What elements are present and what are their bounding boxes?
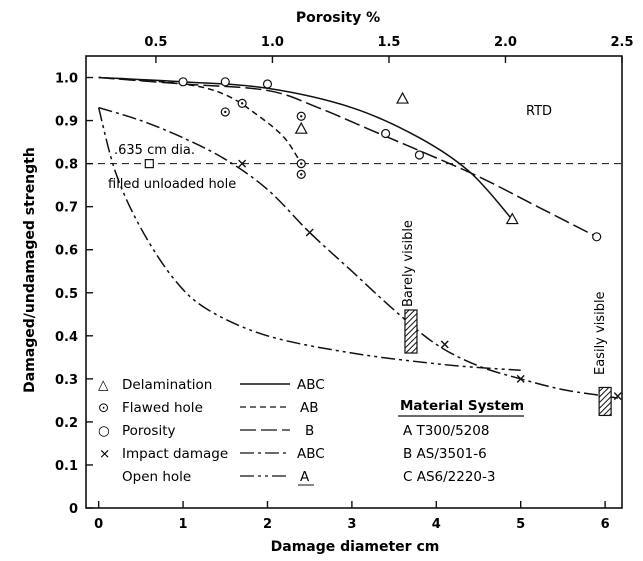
hole-label-line1: .635 cm dia. <box>114 143 195 158</box>
delamination-marker-1 <box>396 91 410 104</box>
visibility-bars <box>404 309 612 417</box>
legend-line-label-2: AB <box>300 400 319 416</box>
legend-marker-impact: × <box>99 446 110 462</box>
visibility-bar-1 <box>598 386 612 417</box>
impact-marker-3 <box>516 374 525 383</box>
axis-ticks: 0 1 2 3 4 5 6 0 0.1 0.2 0.3 0.4 0.5 0.6 0.7 0.8 0.9 1.0 0.… <box>55 35 634 532</box>
visibility-bar-0 <box>404 309 418 354</box>
legend-line-label-5: A <box>300 469 310 485</box>
material-system: Material System A T300/5208 B AS/3501-6 … <box>398 398 524 485</box>
legend: △ Delamination ABC ⊙ Flawed hole AB ○ Po… <box>98 377 325 486</box>
top-tick-label-0: 0.5 <box>144 35 167 50</box>
y-tick-label-10: 1.0 <box>55 72 78 87</box>
legend-marker-delamination: △ <box>98 377 109 393</box>
delamination-marker-0 <box>294 121 308 134</box>
flawed-hole-marker-dot-2 <box>300 115 303 118</box>
legend-label-flawed-hole: Flawed hole <box>122 400 203 416</box>
material-row-a: A T300/5208 <box>403 423 489 439</box>
hole-label-line2: filled unloaded hole <box>108 177 236 192</box>
material-row-b: B AS/3501-6 <box>403 446 487 462</box>
x-axis-title: Damage diameter cm <box>271 539 440 555</box>
porosity-marker-0 <box>178 77 188 87</box>
porosity-marker-3 <box>381 128 391 139</box>
legend-line-label-1: ABC <box>297 377 325 393</box>
curve-longdash <box>98 76 598 238</box>
y-tick-label-2: 0.2 <box>55 416 78 431</box>
x-tick-label-6: 6 <box>601 517 610 532</box>
x-tick-label-3: 3 <box>347 517 356 532</box>
curve-dashdotdot <box>97 107 521 371</box>
y-tick-label-6: 0.6 <box>55 244 78 259</box>
barely-visible-label: Barely visible <box>401 220 416 307</box>
legend-label-impact: Impact damage <box>122 446 228 462</box>
x-tick-label-0: 0 <box>94 517 103 532</box>
y-tick-label-4: 0.4 <box>55 330 78 345</box>
impact-marker-1 <box>305 228 314 237</box>
y-tick-label-0: 0 <box>69 502 78 517</box>
flawed-hole-marker-dot-0 <box>224 110 227 114</box>
impact-marker-4 <box>613 392 622 401</box>
flawed-hole-marker-dot-4 <box>300 173 303 176</box>
legend-line-label-4: ABC <box>297 446 325 462</box>
y-axis-title: Damaged/undamaged strength <box>22 147 38 393</box>
porosity-marker-5 <box>592 232 602 242</box>
legend-label-open-hole: Open hole <box>122 469 191 485</box>
easily-visible-label: Easily visible <box>593 291 608 375</box>
rtd-label: RTD <box>526 104 552 119</box>
material-system-title: Material System <box>400 398 524 414</box>
y-tick-label-3: 0.3 <box>55 373 78 388</box>
y-tick-label-1: 0.1 <box>55 459 78 474</box>
flawed-hole-marker-dot-3 <box>300 162 303 165</box>
legend-label-delamination: Delamination <box>122 377 212 393</box>
top-tick-label-1: 1.0 <box>261 35 284 50</box>
x-tick-label-2: 2 <box>263 517 272 532</box>
impact-marker-0 <box>238 159 247 168</box>
curve-dashdot <box>98 106 618 399</box>
x-tick-label-1: 1 <box>179 517 188 532</box>
legend-label-porosity: Porosity <box>122 423 176 439</box>
plot-frame <box>85 55 623 509</box>
flawed-hole-marker-dot-1 <box>240 102 244 105</box>
porosity-marker-1 <box>220 77 230 87</box>
top-axis-title: Porosity % <box>296 10 380 26</box>
material-row-c: C AS6/2220-3 <box>403 469 495 485</box>
y-tick-label-9: 0.9 <box>55 115 78 130</box>
delamination-marker-2 <box>505 212 519 225</box>
filled-hole-marker-0 <box>144 159 154 169</box>
porosity-marker-2 <box>262 79 273 89</box>
impact-marker-2 <box>440 340 449 349</box>
legend-marker-porosity: ○ <box>98 423 110 439</box>
top-tick-label-3: 2.0 <box>494 35 517 50</box>
porosity-marker-4 <box>414 150 425 160</box>
top-tick-label-4: 2.5 <box>610 35 633 50</box>
legend-marker-flawed-hole: ⊙ <box>98 400 109 416</box>
data-markers <box>144 77 622 401</box>
curves <box>86 76 622 399</box>
x-tick-label-5: 5 <box>516 517 525 532</box>
y-tick-label-5: 0.5 <box>55 287 78 302</box>
y-tick-label-8: 0.8 <box>55 158 78 173</box>
y-tick-label-7: 0.7 <box>55 201 78 216</box>
x-tick-label-4: 4 <box>432 517 441 532</box>
top-tick-label-2: 1.5 <box>377 35 400 50</box>
legend-line-label-3: B <box>305 423 314 439</box>
